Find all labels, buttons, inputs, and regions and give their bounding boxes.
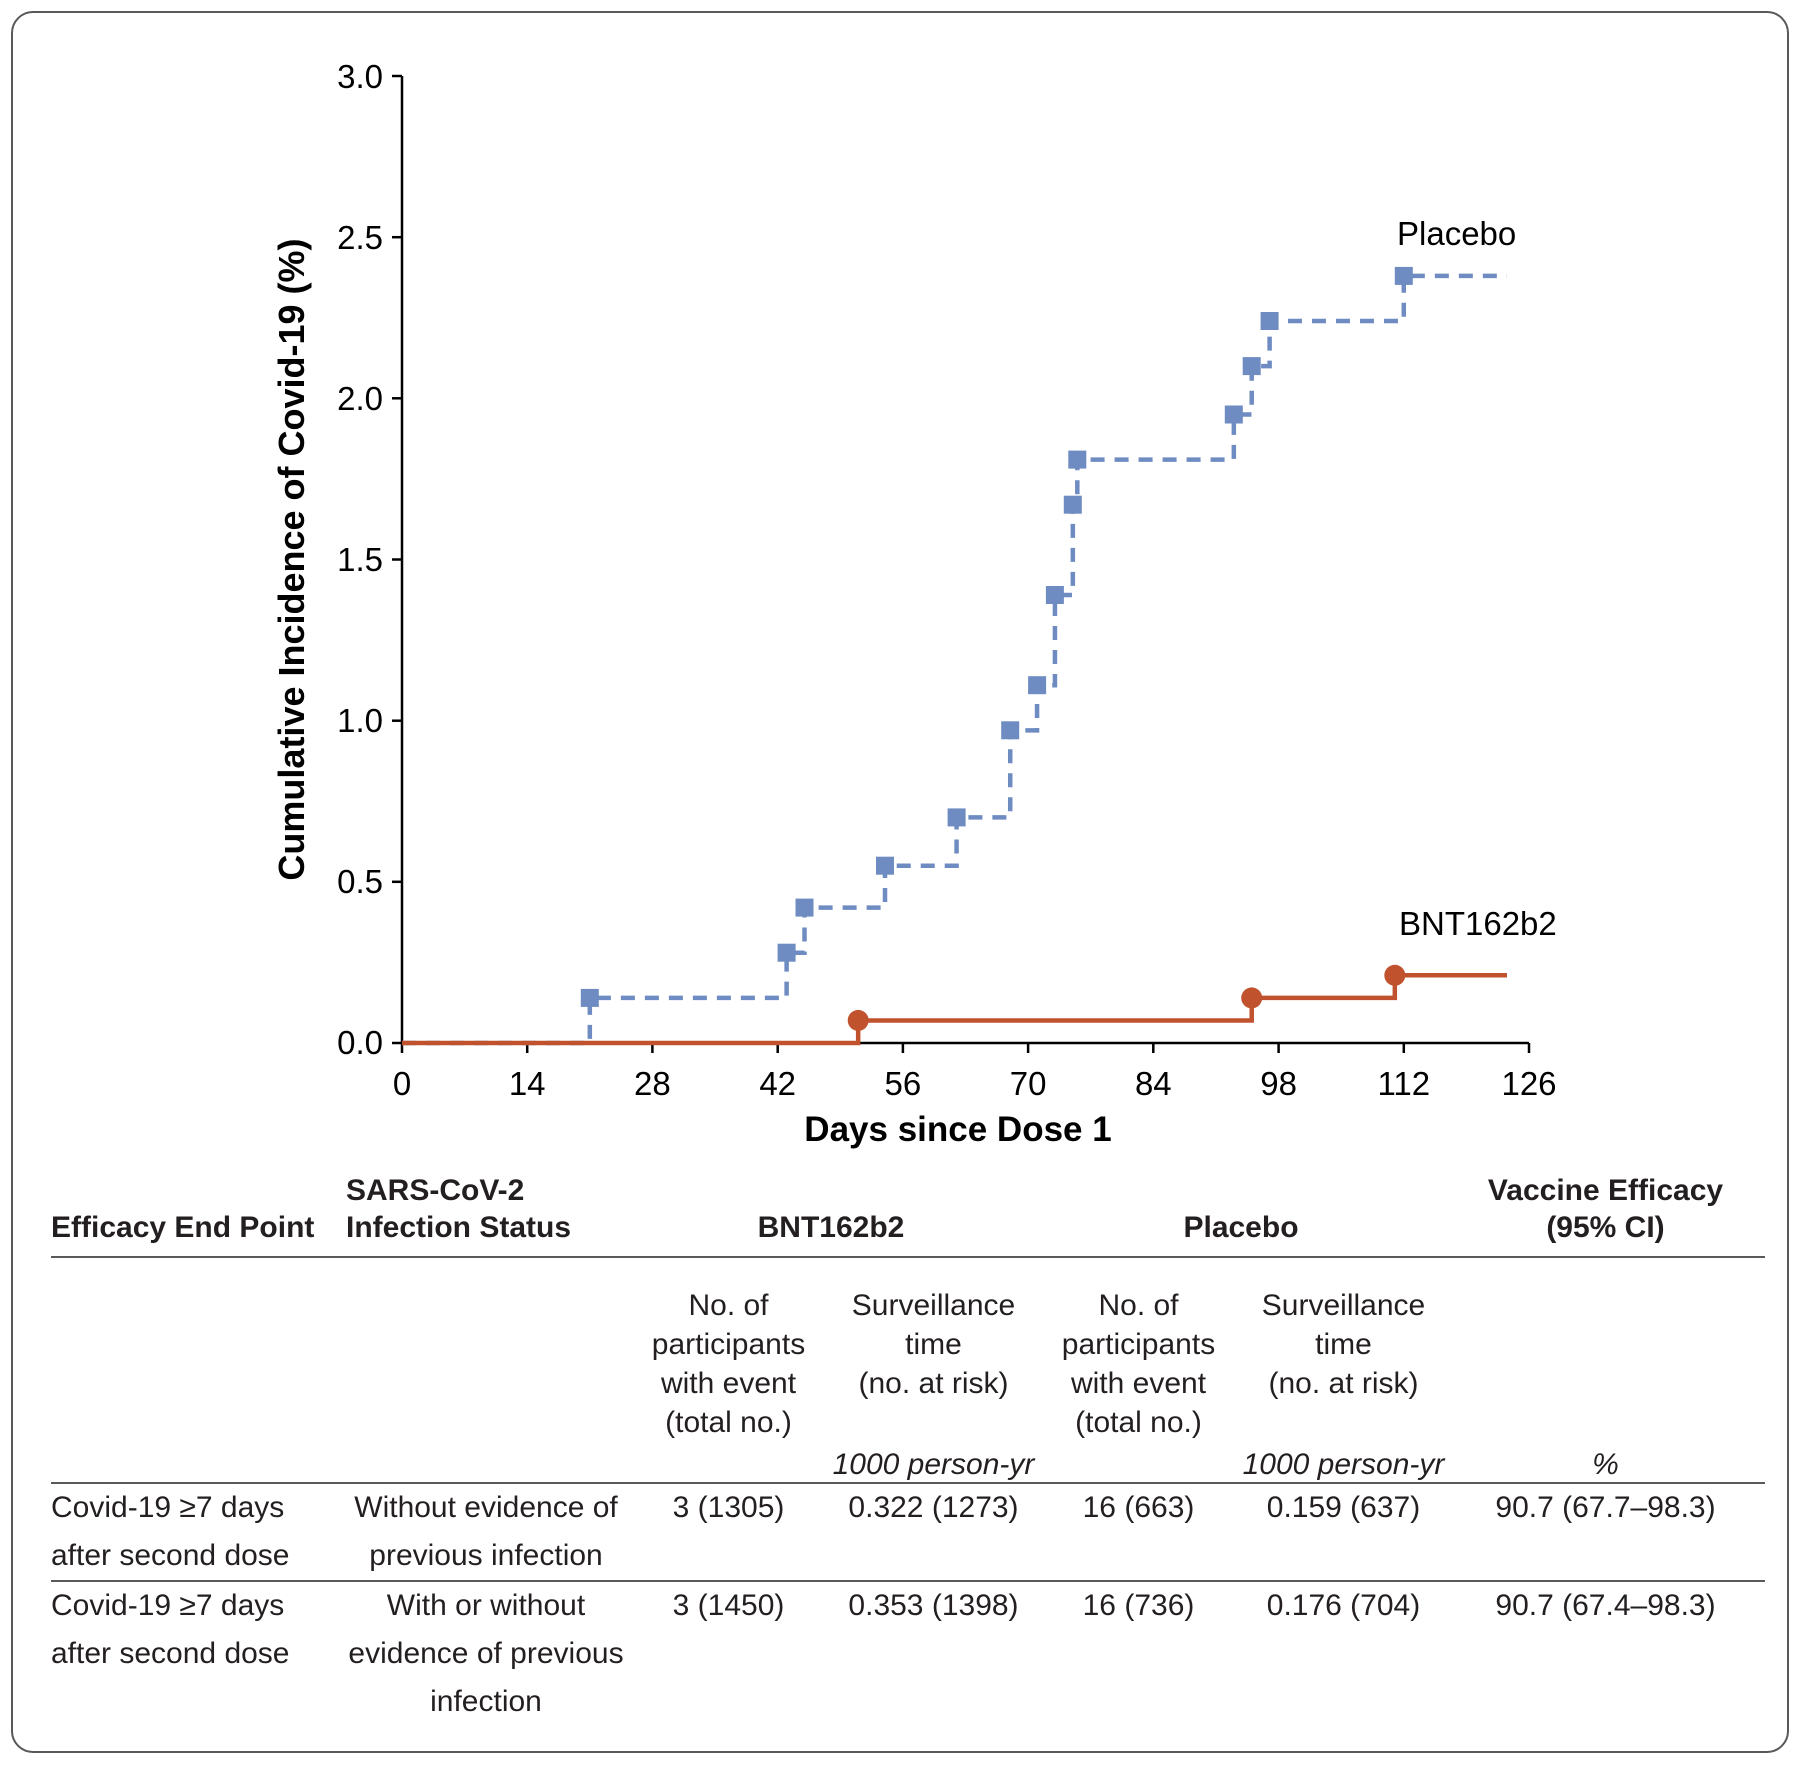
- svg-text:Placebo: Placebo: [1397, 215, 1516, 252]
- svg-text:BNT162b2: BNT162b2: [1399, 905, 1557, 942]
- svg-text:0.5: 0.5: [337, 863, 383, 900]
- svg-text:70: 70: [1010, 1065, 1047, 1102]
- svg-text:2.5: 2.5: [337, 219, 383, 256]
- svg-text:Cumulative Incidence of Covid-: Cumulative Incidence of Covid-19 (%): [271, 238, 312, 880]
- svg-text:56: 56: [885, 1065, 922, 1102]
- svg-text:84: 84: [1135, 1065, 1172, 1102]
- svg-text:126: 126: [1501, 1065, 1556, 1102]
- svg-text:28: 28: [634, 1065, 671, 1102]
- svg-text:14: 14: [509, 1065, 546, 1102]
- svg-text:Days since Dose 1: Days since Dose 1: [804, 1110, 1111, 1149]
- svg-text:1.0: 1.0: [337, 702, 383, 739]
- svg-text:112: 112: [1377, 1065, 1430, 1102]
- svg-text:1.5: 1.5: [337, 541, 383, 578]
- svg-text:0: 0: [393, 1065, 411, 1102]
- svg-text:3.0: 3.0: [337, 58, 383, 95]
- svg-text:42: 42: [759, 1065, 796, 1102]
- svg-text:0.0: 0.0: [337, 1024, 383, 1061]
- svg-text:98: 98: [1260, 1065, 1297, 1102]
- svg-text:2.0: 2.0: [337, 380, 383, 417]
